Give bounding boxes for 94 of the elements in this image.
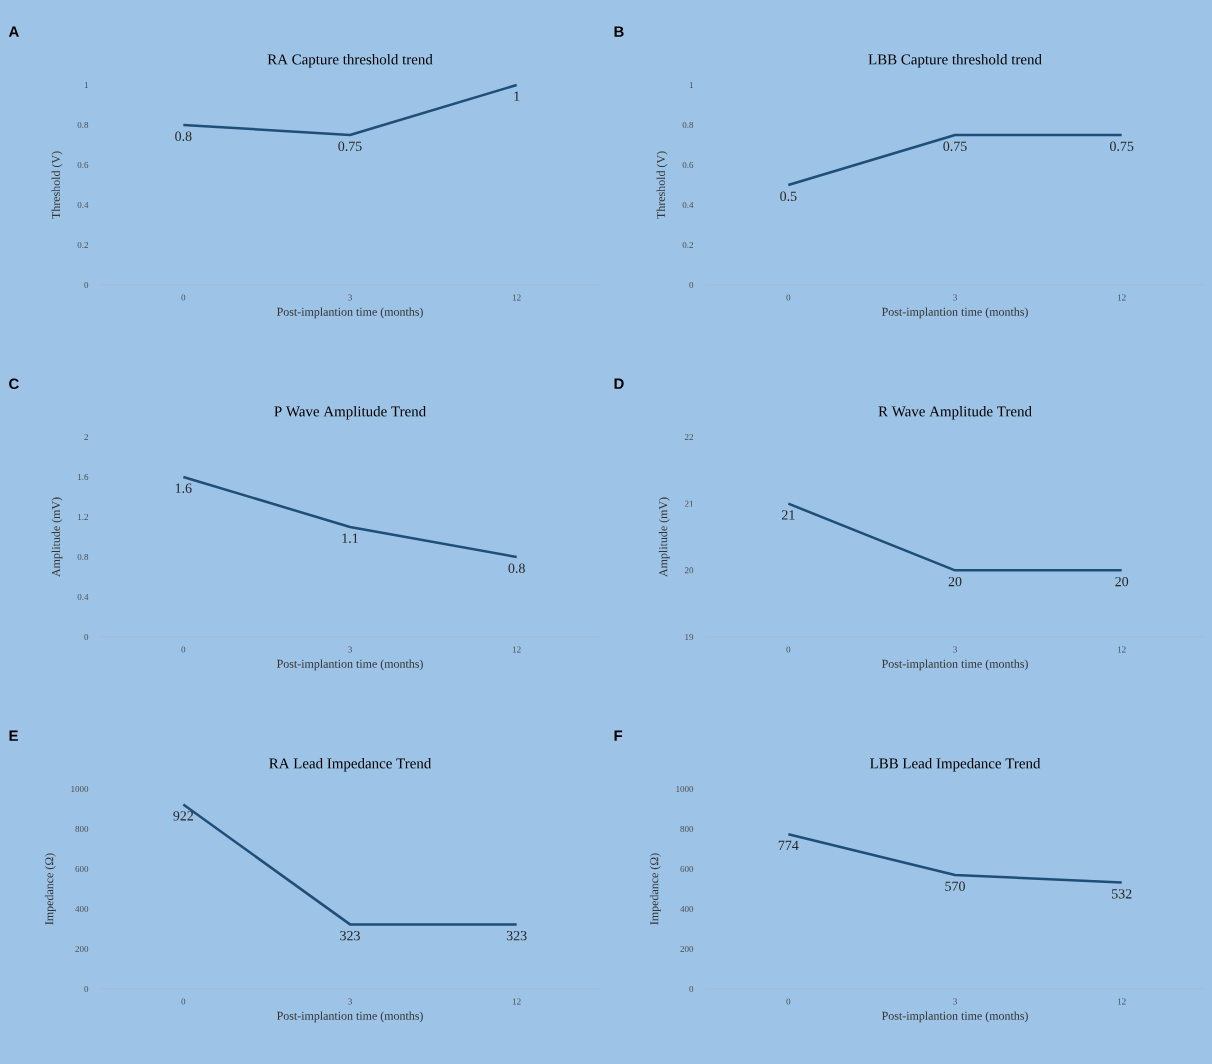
x-tick-label: 12	[1117, 998, 1126, 1005]
y-tick-label: 0	[84, 633, 89, 641]
chart-title: LBB Lead Impedance Trend	[870, 757, 1041, 772]
y-tick-label: 0.6	[77, 161, 89, 169]
y-tick-label: 200	[75, 945, 89, 953]
y-tick-label: 400	[680, 905, 694, 913]
y-tick-label: 1000	[676, 785, 694, 793]
y-tick-label: 800	[680, 825, 694, 833]
x-tick-label: 12	[512, 294, 521, 301]
x-tick-label: 0	[181, 646, 186, 653]
y-tick-label: 19	[685, 633, 694, 640]
data-label: 922	[173, 811, 194, 821]
x-tick-label: 3	[348, 294, 352, 301]
x-axis-title: Post-implantion time (months)	[881, 1011, 1028, 1023]
data-label: 21	[781, 510, 795, 520]
text: B	[614, 26, 624, 37]
y-tick-label: 22	[684, 434, 693, 440]
chart-title: R Wave Amplitude Trend	[878, 405, 1032, 420]
y-tick-label: 0.8	[77, 121, 89, 129]
data-label: 1.1	[342, 533, 358, 543]
y-tick-label: 0.4	[77, 201, 89, 209]
chart-title: RA Capture threshold trend	[267, 53, 433, 68]
x-tick-label: 0	[181, 998, 186, 1005]
y-axis-title: Impedance (Ω)	[649, 853, 661, 925]
data-label: 1	[514, 91, 520, 101]
y-tick-label: 1000	[71, 785, 89, 793]
chart-title: LBB Capture threshold trend	[868, 53, 1042, 68]
x-tick-label: 3	[348, 998, 352, 1005]
x-tick-label: 3	[953, 646, 957, 653]
y-tick-label: 600	[75, 865, 89, 873]
y-tick-label: 800	[75, 825, 89, 833]
y-tick-label: 1	[689, 82, 693, 88]
y-tick-label: 400	[75, 905, 89, 913]
data-label: 532	[1112, 889, 1132, 899]
data-label: 0.75	[338, 141, 362, 152]
x-axis-title: Post-implantion time (months)	[276, 1011, 423, 1023]
y-axis-title: Amplitude (mV)	[51, 497, 63, 577]
y-axis-title: Threshold (V)	[656, 151, 668, 219]
x-axis-title: Post-implantion time (months)	[881, 307, 1028, 319]
y-tick-label: 0.4	[77, 593, 89, 601]
x-tick-label: 12	[1117, 294, 1126, 301]
y-tick-label: 0.4	[682, 201, 694, 209]
y-axis-title: Impedance (Ω)	[44, 853, 56, 925]
text: E	[9, 730, 18, 741]
chart-title: P Wave Amplitude Trend	[274, 405, 426, 420]
x-tick-label: 12	[512, 646, 521, 653]
y-tick-label: 600	[680, 865, 694, 873]
y-tick-label: 0.2	[682, 241, 693, 249]
x-tick-label: 0	[786, 998, 791, 1005]
data-label: 0.5	[780, 191, 797, 202]
x-tick-label: 0	[181, 294, 186, 301]
x-axis-title: Post-implantion time (months)	[276, 659, 423, 671]
y-tick-label: 0.2	[77, 241, 88, 249]
y-tick-label: 1.2	[78, 513, 88, 521]
x-tick-label: 3	[348, 646, 352, 653]
y-tick-label: 0	[84, 985, 89, 993]
text: C	[9, 378, 19, 390]
text: A	[8, 26, 19, 37]
data-label: 0.75	[943, 141, 967, 152]
data-label: 323	[340, 930, 360, 941]
y-tick-label: 0	[689, 281, 694, 289]
data-label: 774	[778, 840, 799, 850]
data-label: 0.75	[1110, 141, 1134, 152]
x-tick-label: 3	[953, 998, 957, 1005]
data-label: 0.8	[175, 131, 192, 142]
x-tick-label: 12	[1117, 646, 1126, 653]
y-tick-label: 0	[84, 281, 89, 289]
y-tick-label: 0.6	[682, 161, 694, 169]
y-tick-label: 0	[689, 985, 694, 993]
y-tick-label: 21	[684, 500, 693, 507]
x-tick-label: 12	[512, 998, 521, 1005]
y-tick-label: 1	[84, 82, 88, 88]
chart-title: RA Lead Impedance Trend	[269, 757, 432, 772]
y-tick-label: 2	[84, 434, 88, 440]
x-tick-label: 0	[786, 646, 791, 653]
x-axis-title: Post-implantion time (months)	[276, 307, 423, 319]
y-axis-title: Threshold (V)	[51, 151, 63, 219]
text: F	[614, 730, 623, 741]
y-tick-label: 200	[680, 945, 694, 953]
data-label: 20	[948, 576, 962, 587]
data-label: 323	[506, 930, 527, 941]
y-tick-label: 20	[684, 567, 694, 574]
text: D	[614, 378, 624, 389]
x-tick-label: 0	[786, 294, 791, 301]
y-tick-label: 0.8	[682, 121, 694, 129]
data-label: 1.6	[175, 483, 192, 493]
y-axis-title: Amplitude (mV)	[658, 497, 670, 577]
data-label: 0.8	[508, 563, 525, 574]
y-tick-label: 0.8	[77, 553, 89, 561]
x-tick-label: 3	[953, 294, 957, 301]
y-tick-label: 1.6	[78, 473, 89, 481]
data-label: 570	[945, 881, 965, 891]
data-label: 20	[1115, 576, 1129, 587]
x-axis-title: Post-implantion time (months)	[881, 659, 1028, 671]
